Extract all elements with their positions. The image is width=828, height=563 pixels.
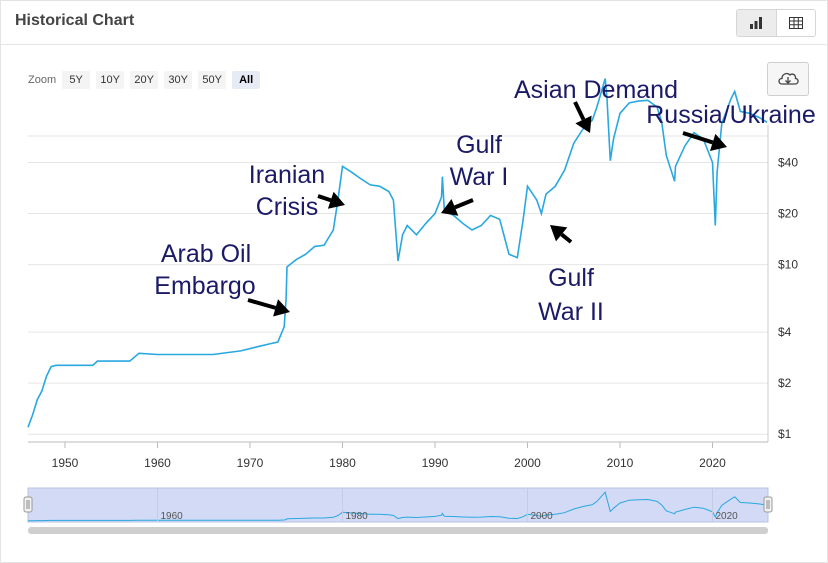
annotation-arrow xyxy=(317,194,332,203)
annotation-label: Embargo xyxy=(154,272,255,300)
annotation-arrow xyxy=(682,131,714,145)
chart-icon xyxy=(750,17,763,29)
y-tick-label: $10 xyxy=(778,258,798,272)
x-tick-label: 1960 xyxy=(144,456,171,470)
x-axis: 1950 1960 1970 1980 1990 2000 2010 2020 xyxy=(28,441,768,470)
annotation-arrowhead xyxy=(327,191,345,209)
y-tick-label: $40 xyxy=(778,155,798,169)
zoom-50y-button[interactable]: 50Y xyxy=(198,71,227,89)
annotation-arrow xyxy=(247,298,277,310)
annotation-label: Arab Oil xyxy=(161,240,251,268)
page-title: Historical Chart xyxy=(15,12,135,29)
download-button[interactable] xyxy=(767,62,809,96)
zoom-20y-button[interactable]: 20Y xyxy=(130,71,159,89)
zoom-selector: Zoom 5Y 10Y 20Y 30Y 50Y All xyxy=(28,71,266,89)
navigator-tick-label: 1960 xyxy=(161,511,184,522)
annotation-arrow xyxy=(454,198,474,210)
table-icon xyxy=(788,17,803,29)
zoom-30y-button[interactable]: 30Y xyxy=(164,71,193,89)
range-navigator[interactable]: 1960 1980 2000 2020 xyxy=(23,487,773,534)
y-tick-label: $20 xyxy=(778,207,798,221)
annotation-label: War II xyxy=(538,298,604,326)
annotation-label: Russia/Ukraine xyxy=(646,101,816,129)
annotation-arrow xyxy=(560,232,573,244)
navigator-window xyxy=(27,487,769,523)
navigator-tick-label: 2000 xyxy=(531,511,554,522)
table-view-button[interactable] xyxy=(775,10,816,36)
y-tick-label: $2 xyxy=(778,376,792,390)
navigator-left-handle[interactable] xyxy=(23,496,33,513)
navigator-series xyxy=(28,491,768,522)
annotation-arrowhead xyxy=(273,299,290,317)
annotation-label: War I xyxy=(450,163,509,191)
navigator-tick-label: 1980 xyxy=(346,511,369,522)
x-tick-label: 2010 xyxy=(607,456,634,470)
navigator-scrollbar[interactable] xyxy=(28,527,768,534)
price-series-line xyxy=(27,78,768,428)
annotation-label: Asian Demand xyxy=(514,76,678,104)
y-axis: $1 $2 $4 $10 $20 $40 xyxy=(767,125,798,442)
navigator-tick-label: 2020 xyxy=(716,511,739,522)
zoom-all-button[interactable]: All xyxy=(232,71,261,89)
view-toggle[interactable] xyxy=(736,9,816,37)
y-tick-label: $4 xyxy=(778,325,792,339)
x-tick-label: 1990 xyxy=(422,456,449,470)
zoom-5y-button[interactable]: 5Y xyxy=(62,71,91,89)
panel-header: Historical Chart xyxy=(0,0,828,45)
annotation-label: Crisis xyxy=(256,193,319,221)
y-tick-label: $1 xyxy=(778,427,792,441)
annotation-arrow xyxy=(573,101,586,121)
annotation-arrowhead xyxy=(575,115,592,133)
grid-lines xyxy=(28,135,768,435)
annotation-label: Gulf xyxy=(456,131,502,159)
x-tick-label: 2000 xyxy=(514,456,541,470)
annotation-arrowhead xyxy=(441,199,459,216)
annotation-label: Gulf xyxy=(548,264,594,292)
zoom-10y-button[interactable]: 10Y xyxy=(96,71,125,89)
x-tick-label: 1950 xyxy=(52,456,79,470)
chart-view-button[interactable] xyxy=(737,10,776,36)
navigator-right-handle[interactable] xyxy=(763,496,773,513)
zoom-label: Zoom xyxy=(28,74,57,86)
x-tick-label: 2020 xyxy=(699,456,726,470)
annotation-label: Iranian xyxy=(249,161,325,189)
cloud-download-icon xyxy=(778,72,799,85)
annotation-arrowhead xyxy=(550,225,568,242)
x-tick-label: 1980 xyxy=(329,456,356,470)
annotations: Arab Oil Embargo Iranian Crisis Gulf War I Asi… xyxy=(154,76,815,326)
x-tick-label: 1970 xyxy=(237,456,264,470)
annotation-arrowhead xyxy=(710,133,727,151)
